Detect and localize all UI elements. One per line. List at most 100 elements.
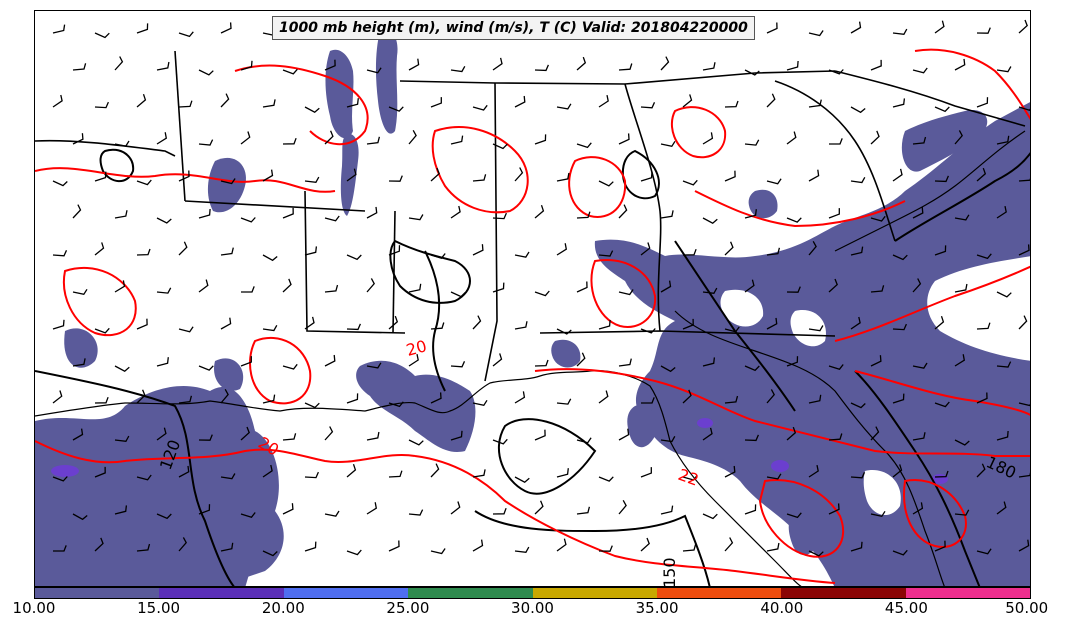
wind-barb: [808, 394, 822, 404]
wind-barb: [786, 60, 799, 71]
colorbar: [34, 587, 1031, 599]
wind-barb: [996, 361, 1012, 368]
wind-barb: [136, 23, 149, 34]
wind-barb: [892, 549, 908, 556]
wind-barb: [1018, 19, 1028, 34]
wind-barb: [976, 548, 992, 555]
wind-barb: [94, 396, 109, 404]
height-label: 150: [660, 557, 679, 587]
wind-barb: [534, 204, 545, 219]
wind-barb: [156, 132, 168, 145]
wind-barb: [934, 106, 950, 113]
temperature-label: 22: [676, 465, 702, 490]
wind-barb: [850, 21, 862, 34]
wind-barb: [282, 207, 294, 219]
wind-barb: [598, 476, 614, 482]
wind-barb: [450, 291, 466, 298]
wind-barb: [492, 212, 507, 220]
wind-barb: [598, 545, 613, 552]
wind-barb: [976, 167, 987, 182]
wind-barb: [430, 97, 442, 108]
wind-barb: [702, 287, 718, 294]
wind-barb: [934, 245, 947, 256]
wind-barb: [828, 69, 844, 75]
wind-barb: [660, 365, 676, 373]
wind-barb: [1018, 402, 1030, 407]
wind-barb: [660, 210, 674, 219]
wind-barb: [660, 140, 676, 148]
wind-barb: [220, 317, 232, 330]
wind-barb: [262, 99, 276, 108]
wind-barb: [766, 247, 781, 256]
wind-barb: [450, 205, 461, 219]
wind-barb: [640, 171, 653, 182]
wind-barb: [430, 463, 440, 478]
wind-barb: [786, 426, 797, 441]
wind-barb: [598, 390, 609, 404]
wind-barb: [976, 322, 991, 330]
wind-barb: [388, 106, 404, 112]
wind-barb: [976, 392, 988, 404]
wind-barb: [808, 240, 817, 256]
wind-barb: [556, 103, 572, 110]
wind-barb: [660, 56, 670, 71]
wind-barb: [786, 286, 801, 293]
wind-barb: [324, 510, 340, 517]
wind-barb: [198, 434, 213, 441]
wind-barb: [850, 246, 864, 256]
colorbar-segment: [159, 588, 284, 598]
wind-barb: [954, 509, 970, 516]
wind-barb: [514, 251, 530, 258]
wind-barb: [912, 432, 926, 441]
wind-barb: [534, 290, 550, 297]
wind-barb: [262, 169, 274, 182]
wind-barb: [828, 433, 843, 441]
wind-barb: [1018, 315, 1028, 330]
wind-barb: [450, 65, 466, 73]
wind-barb: [430, 167, 440, 182]
wind-barb: [240, 356, 252, 367]
wind-barb: [94, 537, 104, 552]
wind-barb: [808, 30, 824, 37]
wind-barb: [52, 24, 66, 34]
wind-barb: [324, 130, 334, 145]
wind-barb: [766, 22, 778, 34]
wind-barb: [198, 139, 214, 146]
wind-barb: [996, 205, 1007, 219]
wind-barb: [220, 93, 230, 108]
wind-barb: [724, 170, 736, 182]
wind-barb: [408, 439, 424, 446]
wind-barb: [976, 27, 991, 34]
wind-barb: [892, 28, 908, 35]
wind-barb: [766, 178, 782, 185]
wind-barb: [472, 174, 487, 182]
wind-barb: [912, 502, 924, 515]
wind-barb: [366, 136, 381, 145]
wind-barb: [996, 66, 1012, 73]
wind-barb: [682, 179, 698, 186]
wind-barb: [618, 289, 634, 296]
wind-barb: [136, 248, 151, 256]
wind-barb: [178, 465, 190, 478]
wind-barb: [408, 283, 422, 293]
wind-barb: [682, 389, 692, 404]
wind-barb: [702, 427, 713, 441]
wind-barb: [304, 176, 320, 183]
wind-barb: [324, 426, 334, 441]
wind-barb: [430, 322, 445, 330]
wind-barb: [618, 204, 628, 219]
wind-barb: [346, 393, 359, 404]
wind-barb: [282, 363, 298, 370]
colorbar-segment: [781, 588, 906, 598]
colorbar-segment: [283, 588, 409, 598]
wind-barb: [472, 104, 488, 111]
wind-barb: [240, 131, 251, 145]
wind-barb: [136, 474, 152, 481]
colorbar-segment: [35, 588, 160, 598]
wind-barb: [534, 64, 549, 72]
wind-barb: [472, 469, 486, 478]
wind-barb: [198, 208, 211, 219]
wind-barb: [156, 217, 172, 224]
wind-barb: [178, 395, 193, 404]
wind-barb: [556, 538, 567, 552]
